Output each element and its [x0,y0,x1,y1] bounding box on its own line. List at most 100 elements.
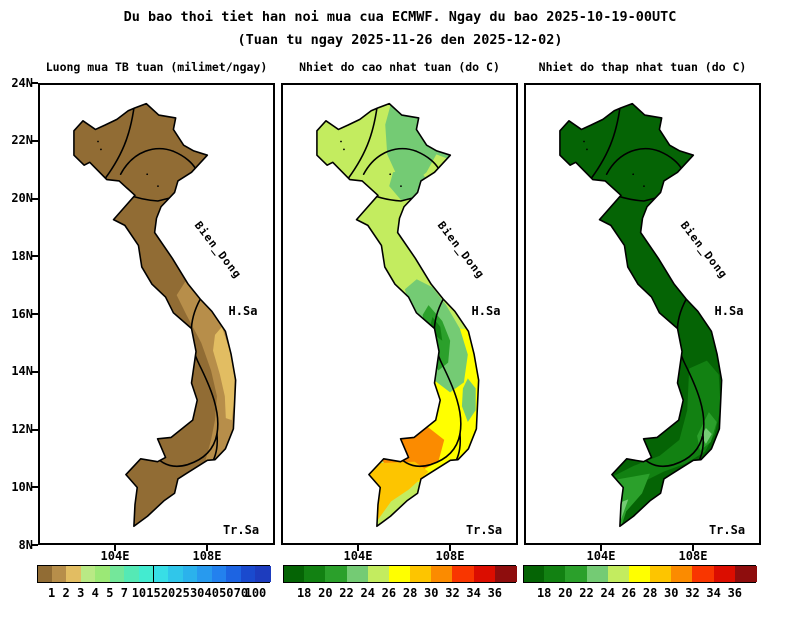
region-fill-coast_band [176,281,236,462]
colorbar-tick-label: 24 [600,586,615,600]
lat-tick-mark [31,139,38,142]
lat-tick-mark [31,486,38,489]
colorbar-tmin [523,565,757,583]
country-base-fill [559,103,722,527]
lat-tick-mark [31,197,38,200]
colorbar-cell [671,566,694,582]
region-fill-green_darker [430,316,443,341]
colorbar-tick-label: 3 [77,586,85,600]
colorbar-tick-label: 34 [466,586,481,600]
colorbar-cell [51,566,68,582]
colorbar-tick-label: 70 [233,586,249,600]
colorbar-cell [284,566,306,582]
colorbar-cell [713,566,736,582]
colorbar-tick-label: 18 [296,586,312,600]
colorbar-tick-label: 28 [402,586,418,600]
lon-tick-mark [114,545,116,551]
lon-tick-label: 104E [343,549,373,563]
colorbar-tick-label: 7 [120,586,128,600]
colorbar-cell [66,566,82,582]
region-fill-amber [359,461,429,527]
page-subtitle: (Tuan tu ngay 2025-11-26 den 2025-12-02) [237,32,563,48]
colorbar-cell [197,566,213,582]
colorbar-tick-label: 10 [131,586,147,600]
colorbar-cell [95,566,111,582]
region-fill-coast_strip [213,326,235,421]
colorbar-tick-label: 26 [381,586,397,600]
lon-tick-mark [449,545,451,551]
spratly-islands-label: Tr.Sa [222,523,260,537]
lat-tick-mark [31,255,38,258]
lat-tick-label: 16N [11,306,33,321]
map-dot [643,185,645,188]
colorbar-tick-label: 20 [318,586,333,600]
region-boundary-line [362,147,440,176]
map-dot [97,140,99,143]
country-base-fill [73,103,236,527]
colorbar-cell [586,566,609,582]
colorbar-tick-label: 34 [706,586,721,600]
colorbar-cell [452,566,475,582]
lat-tick-mark [31,313,38,315]
lat-tick-label: 22N [11,133,33,148]
colorbar-rain [37,565,271,583]
colorbar-cell [544,566,567,582]
colorbar-cell [431,566,454,582]
country-outline [73,102,237,528]
map-rain: Bien_Dong H.Sa Tr.Sa [38,83,275,545]
colorbar-tick-label: 30 [664,586,679,600]
lon-tick-mark [206,545,208,551]
panel-rain-title: Luong mua TB tuan (milimet/ngay) [45,60,268,74]
colorbar-tick-label: 50 [219,586,234,600]
colorbar-tick-label: 26 [621,586,637,600]
colorbar-cell [628,566,652,582]
colorbar-cell [240,566,257,582]
colorbar-cell [138,566,155,582]
map-dot [632,173,635,176]
colorbar-tick-label: 30 [424,586,439,600]
paracel-islands-label: H.Sa [714,304,744,318]
lon-tick-mark [692,545,694,551]
region-boundary-line [343,104,379,185]
lon-tick-label: 104E [100,549,130,563]
region-boundary-line [605,147,683,176]
region-boundary-line [119,147,197,176]
colorbar-tick-label: 1 [47,586,56,600]
map-dot [146,173,149,176]
colorbar-cell [524,566,546,582]
region-boundary-line [100,104,136,185]
colorbar-tmax [283,565,517,583]
map-tmax: Bien_Dong H.Sa Tr.Sa [281,83,518,545]
lon-tick-mark [600,545,602,551]
vietnam-map-rain [73,102,237,528]
colorbar-tick-label: 32 [685,586,700,600]
country-outline [316,102,480,528]
lon-tick-label: 108E [435,549,465,563]
colorbar-cell [38,566,53,582]
lon-tick-mark [357,545,359,551]
colorbar-cell [211,566,228,582]
colorbar-cell [182,566,199,582]
colorbar-cell [692,566,715,582]
page-title: Du bao thoi tiet han noi mua cua ECMWF. … [123,9,677,25]
region-boundary-line [212,433,219,462]
colorbar-tick-label: 5 [106,586,114,600]
colorbar-tick-label: 25 [175,586,190,600]
map-region-fills [73,103,236,527]
colorbar-cell [304,566,327,582]
lon-tick-label: 108E [678,549,708,563]
map-dot [100,148,102,151]
colorbar-cell [494,566,517,582]
map-dot [343,148,345,151]
colorbar-cell [565,566,588,582]
colorbar-cell [255,566,271,582]
lat-tick-label: 20N [11,191,33,205]
map-dot [340,140,342,143]
colorbar-cell [153,566,170,582]
colorbar-cell [124,566,140,582]
vietnam-map-tmin [559,102,723,528]
colorbar-cell [346,566,369,582]
lat-tick-label: 10N [11,479,33,494]
map-tmin: Bien_Dong H.Sa Tr.Sa [524,83,761,545]
panel-tmin-title: Nhiet do thap nhat tuan (do C) [538,60,747,74]
